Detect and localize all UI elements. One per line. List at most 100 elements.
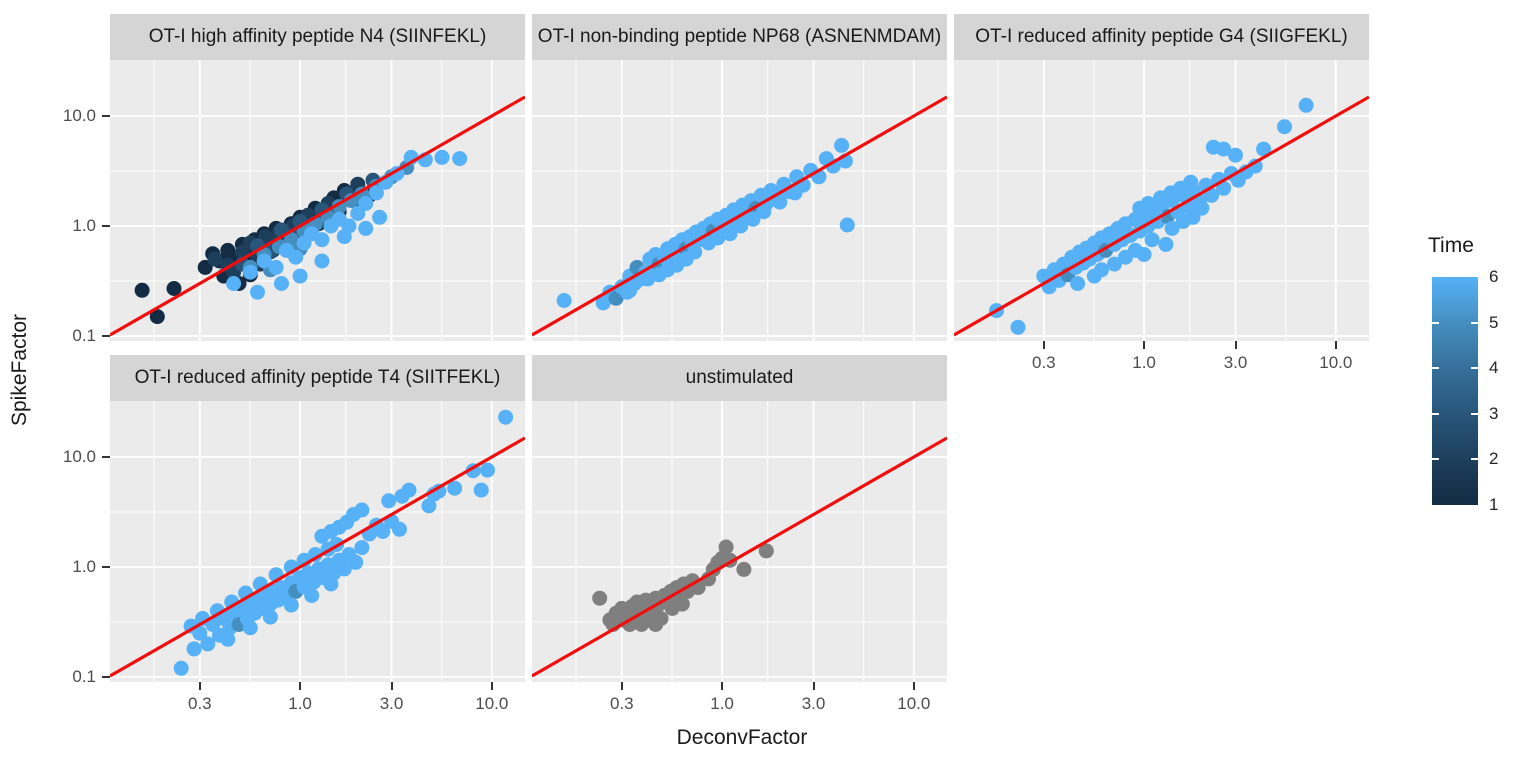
legend-tick-label: 5 bbox=[1489, 312, 1499, 332]
facet-strip-t4: OT-I reduced affinity peptide T4 (SIITFE… bbox=[110, 355, 525, 401]
x-tick-label: 0.3 bbox=[609, 694, 634, 713]
data-point bbox=[220, 631, 236, 647]
data-point bbox=[209, 603, 225, 619]
identity-line bbox=[532, 95, 947, 337]
x-tick-mark bbox=[620, 682, 623, 690]
data-point bbox=[250, 284, 265, 300]
facet-strip-np68: OT-I non-binding peptide NP68 (ASNENMDAM… bbox=[532, 14, 947, 60]
x-tick-label: 3.0 bbox=[801, 694, 826, 713]
colorbar-tick bbox=[1471, 367, 1478, 370]
data-point bbox=[772, 194, 788, 210]
identity-line bbox=[110, 436, 525, 678]
data-point bbox=[1204, 187, 1220, 203]
data-point bbox=[207, 251, 223, 267]
x-tick-mark bbox=[299, 682, 302, 690]
data-point bbox=[839, 217, 855, 233]
x-tick-mark bbox=[1143, 341, 1146, 349]
data-point bbox=[651, 267, 667, 283]
x-tick-label: 1.0 bbox=[1132, 353, 1156, 372]
data-point bbox=[166, 281, 182, 296]
x-tick-label: 10.0 bbox=[1319, 353, 1353, 372]
x-tick-mark bbox=[912, 682, 915, 690]
facet-strip-g4: OT-I reduced affinity peptide G4 (SIIGFE… bbox=[954, 14, 1369, 60]
x-axis-title: DeconvFactor bbox=[676, 726, 808, 749]
data-point bbox=[392, 521, 407, 537]
data-point bbox=[745, 211, 761, 227]
data-point bbox=[1228, 147, 1243, 163]
data-point bbox=[473, 482, 489, 498]
legend-title: Time bbox=[1428, 234, 1474, 257]
data-point bbox=[149, 309, 165, 325]
y-tick-label: 0.1 bbox=[72, 325, 96, 345]
y-tick-mark bbox=[102, 115, 110, 117]
x-tick-mark bbox=[490, 682, 493, 690]
data-point bbox=[283, 597, 299, 613]
legend-tick-label: 6 bbox=[1489, 267, 1499, 286]
data-point bbox=[348, 554, 364, 570]
data-point bbox=[1175, 213, 1191, 229]
data-point bbox=[1148, 207, 1164, 223]
data-point bbox=[736, 561, 752, 577]
data-point bbox=[1070, 276, 1086, 291]
colorbar-tick bbox=[1432, 367, 1439, 370]
data-point bbox=[314, 253, 330, 269]
y-tick-mark bbox=[102, 565, 110, 568]
legend-tick-label: 2 bbox=[1489, 449, 1499, 469]
identity-line bbox=[532, 436, 947, 678]
y-axis-title: SpikeFactor bbox=[8, 313, 31, 427]
data-point bbox=[1106, 256, 1122, 272]
facet-panel-g4 bbox=[954, 60, 1369, 341]
data-point bbox=[595, 295, 611, 311]
x-tick-mark bbox=[1234, 341, 1237, 349]
data-point bbox=[1158, 236, 1174, 252]
data-point bbox=[733, 218, 749, 234]
data-point bbox=[197, 259, 213, 275]
y-tick-mark bbox=[102, 224, 110, 227]
data-point bbox=[710, 230, 726, 246]
data-point bbox=[381, 493, 397, 509]
x-tick-label: 0.3 bbox=[187, 694, 212, 713]
y-tick-mark bbox=[102, 334, 110, 337]
data-point bbox=[480, 462, 495, 478]
identity-line bbox=[954, 95, 1369, 337]
data-point bbox=[825, 158, 841, 174]
data-point bbox=[1164, 220, 1180, 236]
data-point bbox=[592, 590, 608, 606]
facet-strip-unstimulated: unstimulated bbox=[532, 355, 947, 401]
data-point bbox=[372, 209, 388, 225]
data-point bbox=[434, 149, 450, 165]
data-point bbox=[498, 409, 514, 425]
data-point bbox=[447, 480, 463, 496]
colorbar-tick bbox=[1471, 412, 1478, 415]
data-point bbox=[756, 204, 772, 220]
facet-panel-np68 bbox=[532, 60, 947, 341]
data-point bbox=[242, 620, 258, 636]
y-tick-label: 0.1 bbox=[72, 666, 96, 686]
data-point bbox=[314, 232, 330, 248]
data-point bbox=[350, 206, 366, 221]
data-point bbox=[336, 561, 352, 577]
x-tick-label: 3.0 bbox=[379, 694, 404, 713]
data-point bbox=[292, 268, 308, 284]
data-point bbox=[674, 596, 690, 612]
data-point bbox=[556, 293, 572, 308]
data-point bbox=[200, 636, 216, 652]
data-point bbox=[1194, 200, 1210, 216]
data-point bbox=[304, 588, 320, 603]
x-tick-mark bbox=[812, 682, 815, 690]
y-tick-mark bbox=[102, 675, 110, 678]
data-point bbox=[1256, 141, 1272, 157]
y-tick-mark bbox=[102, 456, 110, 458]
data-point bbox=[307, 547, 323, 562]
data-point bbox=[1136, 247, 1152, 262]
data-point bbox=[268, 259, 284, 275]
data-point bbox=[431, 483, 447, 499]
x-tick-mark bbox=[721, 682, 724, 690]
data-point bbox=[262, 609, 278, 625]
data-point bbox=[368, 185, 384, 201]
y-tick-label: 1.0 bbox=[72, 215, 96, 235]
data-point bbox=[242, 264, 258, 280]
data-point bbox=[722, 226, 738, 242]
data-point bbox=[1118, 249, 1133, 265]
